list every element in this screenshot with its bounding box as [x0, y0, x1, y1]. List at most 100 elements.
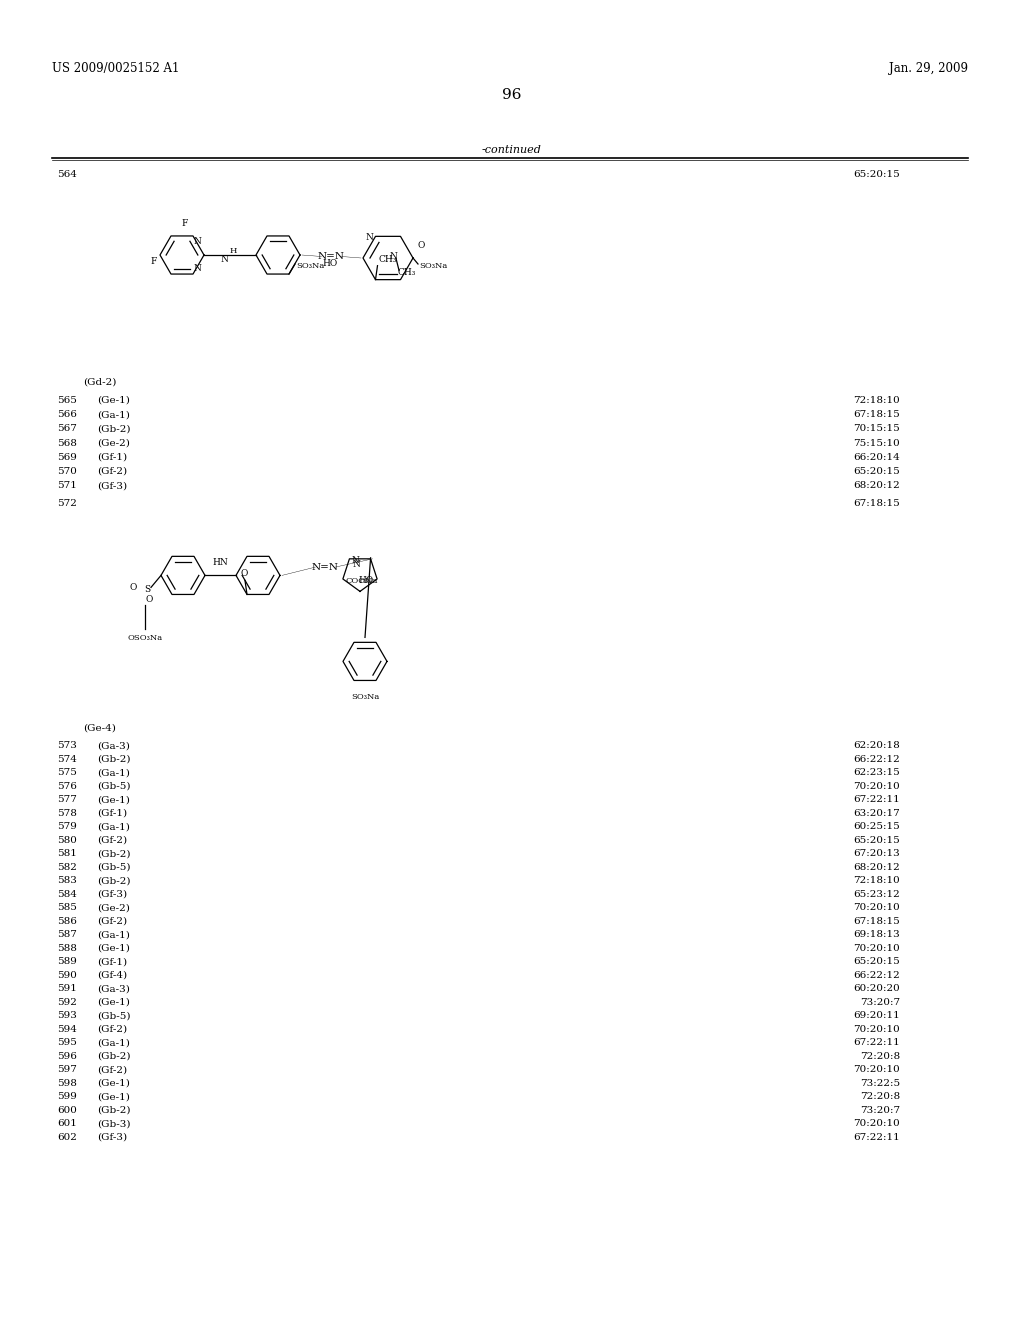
Text: 96: 96 [502, 88, 522, 102]
Text: (Gb-2): (Gb-2) [97, 1052, 130, 1061]
Text: 598: 598 [57, 1078, 77, 1088]
Text: 571: 571 [57, 482, 77, 490]
Text: 575: 575 [57, 768, 77, 777]
Text: 70:20:10: 70:20:10 [853, 1119, 900, 1129]
Text: HN: HN [213, 558, 228, 568]
Text: 73:20:7: 73:20:7 [860, 998, 900, 1007]
Text: (Ge-2): (Ge-2) [97, 438, 130, 447]
Text: N=N: N=N [311, 562, 339, 572]
Text: (Gf-3): (Gf-3) [97, 890, 127, 899]
Text: O: O [130, 583, 137, 591]
Text: (Ge-1): (Ge-1) [97, 944, 130, 953]
Text: 588: 588 [57, 944, 77, 953]
Text: S: S [144, 585, 151, 594]
Text: 67:22:11: 67:22:11 [853, 796, 900, 804]
Text: N: N [366, 232, 374, 242]
Text: SO₃Na: SO₃Na [419, 261, 447, 271]
Text: Jan. 29, 2009: Jan. 29, 2009 [889, 62, 968, 75]
Text: (Ga-1): (Ga-1) [97, 768, 130, 777]
Text: 72:18:10: 72:18:10 [853, 876, 900, 886]
Text: (Gf-1): (Gf-1) [97, 809, 127, 818]
Text: 70:20:10: 70:20:10 [853, 903, 900, 912]
Text: 65:23:12: 65:23:12 [853, 890, 900, 899]
Text: (Gb-2): (Gb-2) [97, 876, 130, 886]
Text: (Ge-1): (Ge-1) [97, 1078, 130, 1088]
Text: (Ge-4): (Ge-4) [83, 723, 116, 733]
Text: O: O [417, 242, 424, 251]
Text: 65:20:15: 65:20:15 [853, 170, 900, 180]
Text: 565: 565 [57, 396, 77, 405]
Text: 594: 594 [57, 1024, 77, 1034]
Text: (Ge-1): (Ge-1) [97, 796, 130, 804]
Text: 584: 584 [57, 890, 77, 899]
Text: 574: 574 [57, 755, 77, 764]
Text: O: O [145, 595, 153, 603]
Text: 585: 585 [57, 903, 77, 912]
Text: 566: 566 [57, 411, 77, 420]
Text: OSO₃Na: OSO₃Na [127, 635, 163, 643]
Text: 60:25:15: 60:25:15 [853, 822, 900, 832]
Text: SO₃Na: SO₃Na [296, 263, 325, 271]
Text: HO: HO [323, 260, 338, 268]
Text: CH₃: CH₃ [398, 268, 417, 277]
Text: N: N [389, 252, 397, 261]
Text: 576: 576 [57, 781, 77, 791]
Text: 69:18:13: 69:18:13 [853, 931, 900, 940]
Text: 65:20:15: 65:20:15 [853, 957, 900, 966]
Text: (Ge-1): (Ge-1) [97, 1093, 130, 1101]
Text: O: O [241, 569, 248, 578]
Text: 581: 581 [57, 849, 77, 858]
Text: COONa: COONa [346, 577, 378, 585]
Text: 597: 597 [57, 1065, 77, 1074]
Text: (Ge-1): (Ge-1) [97, 998, 130, 1007]
Text: 60:20:20: 60:20:20 [853, 985, 900, 994]
Text: N: N [194, 238, 202, 246]
Text: 70:20:10: 70:20:10 [853, 944, 900, 953]
Text: (Ga-1): (Ga-1) [97, 411, 130, 420]
Text: 567: 567 [57, 425, 77, 433]
Text: (Gf-2): (Gf-2) [97, 917, 127, 925]
Text: N: N [194, 264, 202, 273]
Text: 73:22:5: 73:22:5 [860, 1078, 900, 1088]
Text: 70:20:10: 70:20:10 [853, 781, 900, 791]
Text: 75:15:10: 75:15:10 [853, 438, 900, 447]
Text: 601: 601 [57, 1119, 77, 1129]
Text: (Gb-2): (Gb-2) [97, 849, 130, 858]
Text: H: H [229, 247, 237, 255]
Text: 67:20:13: 67:20:13 [853, 849, 900, 858]
Text: (Ge-2): (Ge-2) [97, 903, 130, 912]
Text: 573: 573 [57, 742, 77, 750]
Text: -continued: -continued [482, 145, 542, 154]
Text: (Ga-3): (Ga-3) [97, 742, 130, 750]
Text: (Gf-1): (Gf-1) [97, 957, 127, 966]
Text: N: N [351, 556, 359, 565]
Text: 578: 578 [57, 809, 77, 818]
Text: SO₃Na: SO₃Na [351, 693, 379, 701]
Text: US 2009/0025152 A1: US 2009/0025152 A1 [52, 62, 179, 75]
Text: (Gb-5): (Gb-5) [97, 781, 130, 791]
Text: 67:18:15: 67:18:15 [853, 917, 900, 925]
Text: 66:22:12: 66:22:12 [853, 755, 900, 764]
Text: 68:20:12: 68:20:12 [853, 863, 900, 873]
Text: 590: 590 [57, 972, 77, 979]
Text: 599: 599 [57, 1093, 77, 1101]
Text: 65:20:15: 65:20:15 [853, 467, 900, 477]
Text: 596: 596 [57, 1052, 77, 1061]
Text: 600: 600 [57, 1106, 77, 1115]
Text: 595: 595 [57, 1039, 77, 1047]
Text: 570: 570 [57, 467, 77, 477]
Text: (Gb-3): (Gb-3) [97, 1119, 130, 1129]
Text: (Gf-3): (Gf-3) [97, 482, 127, 490]
Text: 66:22:12: 66:22:12 [853, 972, 900, 979]
Text: 70:20:10: 70:20:10 [853, 1065, 900, 1074]
Text: 593: 593 [57, 1011, 77, 1020]
Text: 67:22:11: 67:22:11 [853, 1133, 900, 1142]
Text: (Gf-4): (Gf-4) [97, 972, 127, 979]
Text: 602: 602 [57, 1133, 77, 1142]
Text: 579: 579 [57, 822, 77, 832]
Text: (Gf-2): (Gf-2) [97, 1065, 127, 1074]
Text: 62:23:15: 62:23:15 [853, 768, 900, 777]
Text: 569: 569 [57, 453, 77, 462]
Text: 69:20:11: 69:20:11 [853, 1011, 900, 1020]
Text: 72:18:10: 72:18:10 [853, 396, 900, 405]
